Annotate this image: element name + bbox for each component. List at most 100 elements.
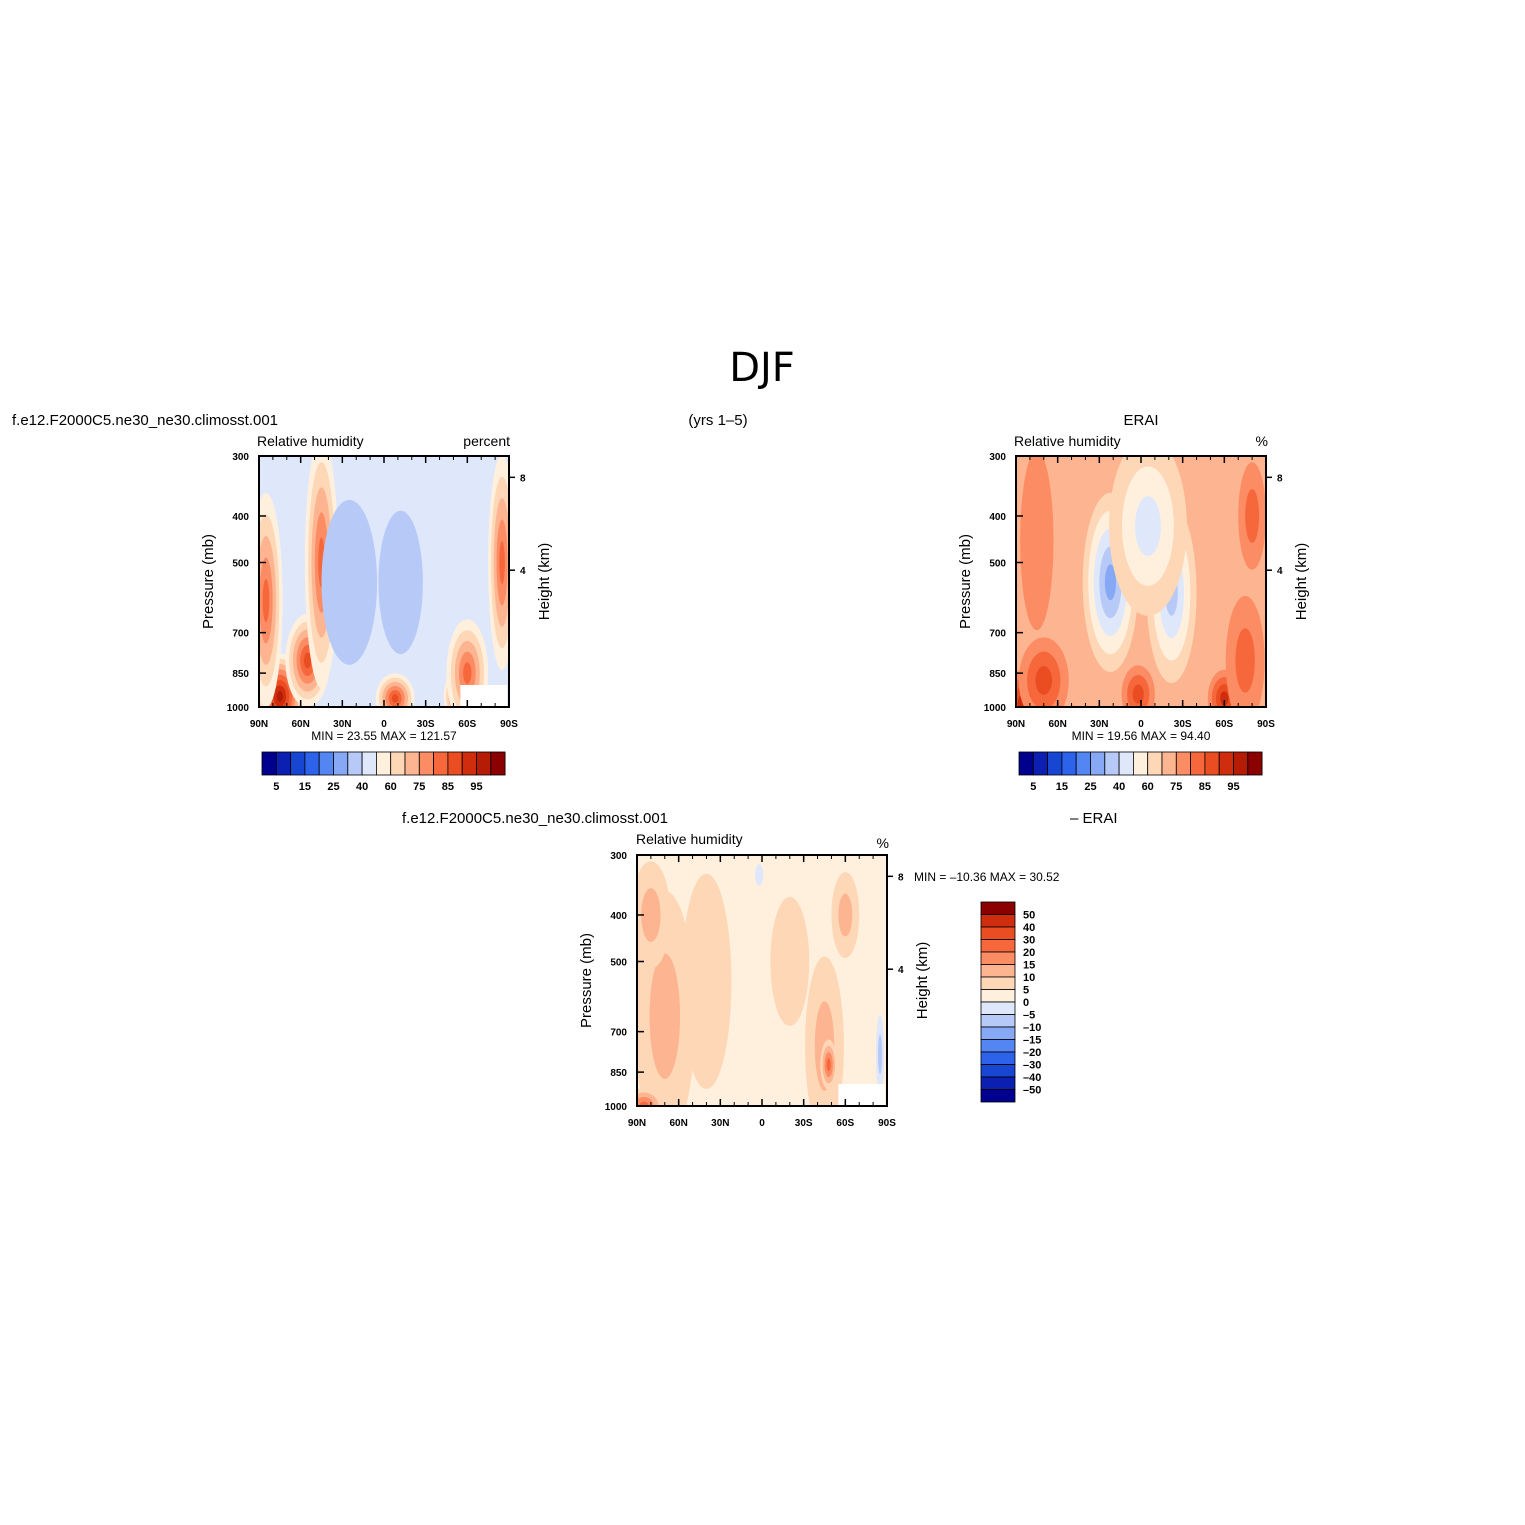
colorbar-label: 95 <box>1227 781 1239 793</box>
y-tick-label: 300 <box>610 851 627 862</box>
colorbar-box <box>980 939 1016 953</box>
colorbar-label: 15 <box>1023 960 1035 972</box>
colorbar-box <box>1032 751 1049 776</box>
height-tick-label: 8 <box>520 473 526 484</box>
panel-model: Relative humidity percent 90N 60N 30N 0 30S 6… <box>200 433 553 793</box>
y-tick-label: 400 <box>610 911 627 922</box>
colorbar-label: 25 <box>327 781 339 793</box>
x-tick-label: 90N <box>1007 719 1025 730</box>
colorbar-box <box>980 1089 1016 1103</box>
colorbar-box <box>1247 751 1263 776</box>
colorbar-box <box>980 926 1016 940</box>
x-tick-label: 60S <box>458 719 476 730</box>
colorbar-box <box>347 751 363 776</box>
contour-6-2 <box>838 893 853 937</box>
colorbar-box <box>980 914 1016 928</box>
x-tick-label: 30S <box>417 719 435 730</box>
colorbar-label: –15 <box>1023 1035 1041 1047</box>
colorbar-box <box>290 751 306 776</box>
contour-6-3 <box>1134 496 1161 557</box>
colorbar-box <box>318 751 334 776</box>
colorbar-label: –50 <box>1023 1085 1041 1097</box>
colorbar-box <box>980 964 1016 978</box>
colorbar-box <box>461 751 477 776</box>
panel-difference-title: Relative humidity <box>636 831 743 847</box>
x-tick-label: 30N <box>711 1118 729 1129</box>
colorbar-box <box>261 751 277 776</box>
colorbar-box <box>1233 751 1249 776</box>
x-tick-label: 60N <box>291 719 309 730</box>
contour-8-4 <box>639 1101 649 1106</box>
height-axis-label: Height (km) <box>536 543 553 621</box>
panel-model-title: Relative humidity <box>257 433 364 449</box>
colorbar-label: 75 <box>413 781 425 793</box>
panel-erai-title: Relative humidity <box>1014 433 1121 449</box>
x-tick-label: 90N <box>250 719 268 730</box>
colorbar-box <box>1175 751 1192 776</box>
colorbar-box <box>1047 751 1063 776</box>
colorbar-box <box>980 1039 1016 1053</box>
y-tick-label: 400 <box>989 512 1006 523</box>
colorbar-label: 5 <box>1030 781 1036 793</box>
colorbar-box <box>433 751 449 776</box>
y-tick-label: 300 <box>232 452 249 463</box>
contour-field <box>259 456 509 707</box>
colorbar-box <box>1090 751 1106 776</box>
height-tick-label: 4 <box>520 566 526 577</box>
colorbar-label: 95 <box>470 781 482 793</box>
contour-11-5 <box>463 662 472 684</box>
panel-difference-units: % <box>877 835 889 851</box>
colorbar-box <box>1118 751 1134 776</box>
y-tick-label: 850 <box>610 1068 627 1079</box>
colorbar-label: 15 <box>299 781 311 793</box>
contour-9-6 <box>391 694 399 703</box>
y-tick-label: 850 <box>989 669 1006 680</box>
y-tick-label: 400 <box>232 512 249 523</box>
colorbar-label: 60 <box>385 781 397 793</box>
height-axis-label: Height (km) <box>1293 543 1310 621</box>
contour-12-5 <box>499 540 505 585</box>
contour-6-1 <box>321 499 378 665</box>
y-axis-label: Pressure (mb) <box>578 933 595 1028</box>
y-axis-label: Pressure (mb) <box>200 534 217 629</box>
height-tick-label: 8 <box>1277 473 1283 484</box>
colorbar-box <box>1018 751 1034 776</box>
contour-8-4 <box>1220 691 1229 706</box>
diff-reference-name: – ERAI <box>1070 810 1118 827</box>
colorbar-label: 40 <box>1023 922 1035 934</box>
colorbar-label: 40 <box>356 781 368 793</box>
y-tick-label: 300 <box>989 452 1006 463</box>
missing-data-mask <box>460 685 507 707</box>
contour-7-1 <box>378 510 423 655</box>
colorbar-box <box>980 1064 1016 1078</box>
colorbar-label: 60 <box>1142 781 1154 793</box>
colorbar-box <box>476 751 492 776</box>
x-tick-label: 0 <box>381 719 387 730</box>
colorbar-box <box>404 751 420 776</box>
panel-model-plot: 90N 60N 30N 0 30S 60S 90S 300 400 500 700 850 1000 8 4… <box>200 452 553 730</box>
colorbar-label: 75 <box>1170 781 1182 793</box>
contour-9-2 <box>1235 628 1255 693</box>
colorbar-box <box>361 751 377 776</box>
panel-difference: Relative humidity % 90N 60N 30N 0 30S 60S 90S 3… <box>578 831 1060 1129</box>
panel-erai-colorbar: 5 15 25 40 60 75 85 95 <box>1018 751 1263 793</box>
x-tick-label: 30N <box>1090 719 1108 730</box>
y-tick-label: 500 <box>610 957 627 968</box>
colorbar-box <box>1075 751 1091 776</box>
height-axis-label: Height (km) <box>914 942 931 1020</box>
x-tick-label: 0 <box>1138 719 1144 730</box>
colorbar-label: 5 <box>273 781 279 793</box>
colorbar-label: 0 <box>1023 997 1029 1009</box>
panel-model-colorbar: 5 15 25 40 60 75 85 95 <box>261 751 506 793</box>
colorbar-label: 50 <box>1023 910 1035 922</box>
y-tick-label: 700 <box>232 629 249 640</box>
x-tick-label: 60S <box>1215 719 1233 730</box>
contour-1-8 <box>276 690 283 702</box>
contour-0-2 <box>649 953 681 1079</box>
contour-field <box>637 855 887 1106</box>
colorbar-box <box>1061 751 1077 776</box>
panel-erai: Relative humidity % 90N 60N 30N 0 30S 60S 90S 3… <box>957 433 1310 793</box>
x-tick-label: 60S <box>836 1118 854 1129</box>
y-tick-label: 1000 <box>227 703 250 714</box>
